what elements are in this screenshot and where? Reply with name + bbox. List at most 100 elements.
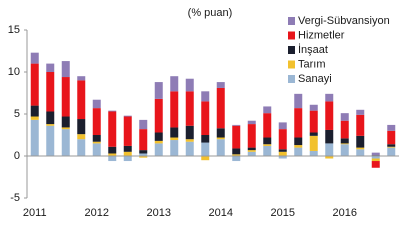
bar-segment bbox=[232, 154, 241, 156]
bar-segment bbox=[216, 87, 225, 129]
bar-segment bbox=[201, 135, 210, 143]
legend-label: İnşaat bbox=[298, 43, 328, 56]
bar-segment bbox=[30, 63, 39, 106]
bar-segment bbox=[185, 78, 194, 92]
chart: (% puan) -5 0 5 10 15 2011 2012 2013 2014 2015 201… bbox=[8, 7, 399, 219]
bar-segment bbox=[232, 156, 241, 162]
bar-segment bbox=[247, 147, 256, 151]
bar-segment bbox=[387, 147, 396, 156]
bar-segment bbox=[170, 137, 179, 141]
x-tick-label: 2014 bbox=[209, 207, 233, 219]
bar-segment bbox=[61, 127, 70, 130]
bar-segment bbox=[371, 158, 380, 162]
bar-segment bbox=[185, 139, 194, 142]
bar-segment bbox=[154, 143, 163, 156]
bar-segment bbox=[108, 156, 117, 162]
bar-segment bbox=[340, 144, 349, 156]
bar-segment bbox=[325, 143, 334, 156]
bar-segment bbox=[123, 145, 132, 152]
bar-segment bbox=[340, 143, 349, 145]
legend-swatch bbox=[288, 60, 295, 69]
bar-segment bbox=[309, 132, 318, 136]
bar-segment bbox=[371, 161, 380, 168]
bar-segment bbox=[309, 104, 318, 111]
bar-segment bbox=[46, 111, 55, 125]
bar-segment bbox=[356, 109, 365, 115]
bar-segment bbox=[201, 101, 210, 135]
bar-segment bbox=[170, 140, 179, 156]
bar-segment bbox=[232, 148, 241, 155]
bar-segment bbox=[61, 116, 70, 128]
legend-swatch bbox=[288, 17, 295, 25]
bar-segment bbox=[154, 98, 163, 133]
bar-segment bbox=[216, 139, 225, 156]
bar-segment bbox=[387, 144, 396, 147]
bar-segment bbox=[294, 108, 303, 138]
bar-segment bbox=[278, 122, 287, 130]
bar-segment bbox=[92, 141, 101, 144]
bar-segment bbox=[123, 151, 132, 156]
bar-segment bbox=[387, 124, 396, 131]
bar-segment bbox=[61, 129, 70, 156]
bar-segment bbox=[340, 120, 349, 139]
y-tick-label: -5 bbox=[10, 192, 20, 204]
bar-segment bbox=[340, 113, 349, 121]
bar-segment bbox=[201, 91, 210, 102]
bar-segment bbox=[108, 110, 117, 112]
legend-label: Hizmetler bbox=[298, 29, 345, 41]
bar-segment bbox=[139, 150, 148, 154]
bar-segment bbox=[46, 125, 55, 156]
bar-segment bbox=[77, 134, 86, 140]
bar-segment bbox=[61, 61, 70, 78]
bar-segment bbox=[123, 116, 132, 146]
bar-segment bbox=[46, 124, 55, 126]
legend-label: Sanayi bbox=[298, 73, 332, 85]
bar-segment bbox=[247, 120, 256, 125]
bar-segment bbox=[30, 105, 39, 117]
bar-segment bbox=[371, 152, 380, 156]
bar-segment bbox=[294, 137, 303, 146]
bar-segment bbox=[154, 132, 163, 141]
bar-segment bbox=[356, 149, 365, 156]
bar-segment bbox=[263, 113, 272, 138]
bar-segment bbox=[170, 127, 179, 138]
bar-segment bbox=[325, 129, 334, 144]
bar-segment bbox=[30, 52, 39, 64]
bar-segment bbox=[294, 147, 303, 156]
bar-segment bbox=[92, 108, 101, 135]
bar-segment bbox=[77, 139, 86, 156]
bar-segment bbox=[387, 130, 396, 145]
legend-swatch bbox=[288, 46, 295, 54]
bar-segment bbox=[77, 80, 86, 120]
bar-segment bbox=[92, 99, 101, 109]
bar-segment bbox=[185, 141, 194, 156]
bar-segment bbox=[356, 114, 365, 136]
bar-segment bbox=[247, 150, 256, 152]
bar-segment bbox=[108, 153, 117, 156]
bar-segment bbox=[247, 124, 256, 148]
bar-segment bbox=[309, 150, 318, 156]
bar-segment bbox=[30, 116, 39, 120]
bar-segment bbox=[123, 115, 132, 117]
bar-segment bbox=[247, 151, 256, 156]
bar-segment bbox=[325, 93, 334, 102]
bar-segment bbox=[263, 106, 272, 114]
bar-segment bbox=[139, 156, 148, 158]
bar-segment bbox=[325, 156, 334, 159]
bar-segment bbox=[371, 156, 380, 159]
y-tick-label: 5 bbox=[14, 108, 20, 120]
legend-swatch bbox=[288, 75, 295, 83]
bar-segment bbox=[356, 135, 365, 148]
bar-segment bbox=[108, 146, 117, 154]
bar-segment bbox=[216, 82, 225, 88]
bar-segment bbox=[216, 128, 225, 138]
bar-segment bbox=[216, 137, 225, 140]
bar-segment bbox=[92, 143, 101, 156]
x-tick-label: 2016 bbox=[333, 207, 357, 219]
x-tick-label: 2013 bbox=[147, 207, 171, 219]
bar-segment bbox=[92, 135, 101, 142]
legend-swatch bbox=[288, 31, 295, 40]
bar-segment bbox=[232, 125, 241, 149]
bar-segment bbox=[294, 93, 303, 109]
x-tick-label: 2012 bbox=[85, 207, 109, 219]
